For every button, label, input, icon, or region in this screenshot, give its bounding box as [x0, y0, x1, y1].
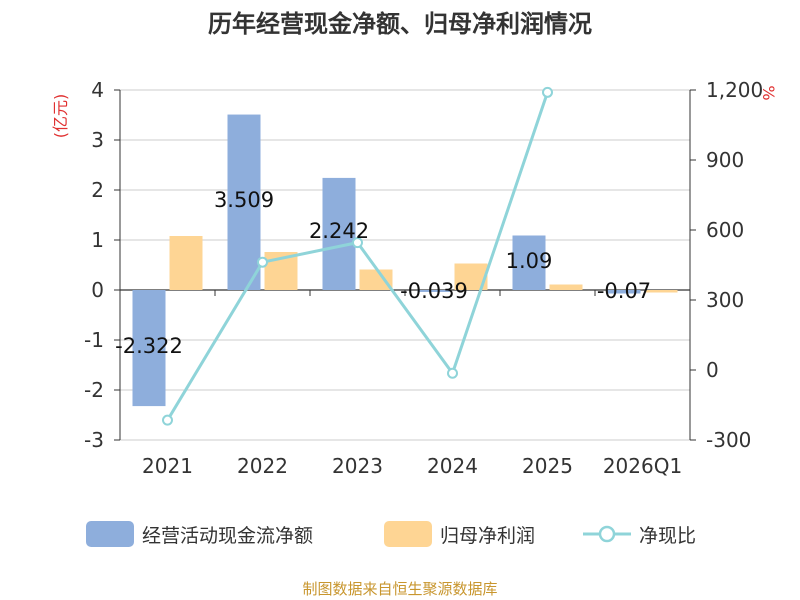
- ocf-data-label: -2.322: [115, 334, 183, 358]
- profit-bar: [549, 284, 583, 290]
- legend-swatch-profit: [384, 521, 432, 547]
- right-tick-label: 300: [706, 288, 744, 312]
- left-tick-label: 2: [91, 178, 104, 202]
- x-tick-label: 2022: [237, 454, 288, 478]
- legend-item-profit[interactable]: 归母净利润: [384, 518, 535, 550]
- x-tick-label: 2025: [522, 454, 573, 478]
- legend-label-ratio: 净现比: [639, 524, 697, 547]
- ocf-bar: [417, 290, 451, 292]
- legend-ratio-marker: [598, 525, 616, 543]
- right-tick-label: 900: [706, 148, 744, 172]
- ocf-bar: [132, 290, 166, 407]
- axes: -3 -2 -1 0 1 2 3 4 -300 0 300 600 900 1,200 2021 2022 20…: [51, 78, 778, 478]
- profit-bar: [169, 236, 203, 290]
- bar-series: [132, 114, 678, 407]
- ratio-point: [352, 237, 363, 249]
- ocf-data-label: -0.07: [597, 279, 651, 303]
- left-tick-label: -1: [84, 328, 104, 352]
- ocf-bar: [512, 235, 546, 290]
- right-tick-label: -300: [706, 428, 751, 452]
- ocf-data-label: 3.509: [214, 188, 274, 212]
- chart-title: 历年经营现金净额、归母净利润情况: [208, 10, 592, 38]
- x-tick-label: 2023: [332, 454, 383, 478]
- ratio-line: [166, 91, 549, 421]
- right-tick-label: 1,200: [706, 78, 763, 102]
- ocf-data-label: 2.242: [309, 219, 369, 243]
- data-source-note: 制图数据来自恒生聚源数据库: [302, 580, 498, 598]
- legend-item-ratio[interactable]: 净现比: [583, 518, 696, 550]
- profit-bar: [359, 269, 393, 290]
- legend-item-ocf[interactable]: 经营活动现金流净额: [86, 518, 313, 550]
- legend-label-profit: 归母净利润: [440, 524, 536, 547]
- ratio-point: [257, 256, 268, 268]
- left-tick-label: 0: [91, 278, 104, 302]
- right-tick-label: 0: [706, 358, 719, 382]
- left-tick-label: -3: [84, 428, 104, 452]
- left-tick-label: 1: [91, 228, 104, 252]
- x-tick-label: 2026Q1: [603, 454, 682, 478]
- ocf-bar: [227, 114, 261, 290]
- right-tick-label: 600: [706, 218, 744, 242]
- legend-label-ocf: 经营活动现金流净额: [142, 524, 314, 547]
- x-tick-label: 2024: [427, 454, 478, 478]
- right-axis-unit: %: [759, 85, 778, 100]
- ratio-point: [447, 367, 458, 379]
- ocf-data-label: 1.09: [506, 249, 553, 273]
- left-tick-label: 4: [91, 78, 104, 102]
- left-axis-unit: (亿元): [51, 94, 70, 139]
- data-labels: -2.322 3.509 2.242 -0.039 1.09 -0.07: [115, 188, 651, 358]
- left-tick-label: 3: [91, 128, 104, 152]
- left-tick-label: -2: [84, 378, 104, 402]
- line-series: [162, 86, 553, 426]
- ratio-point: [542, 86, 553, 98]
- grid-lines: [120, 89, 690, 441]
- x-tick-label: 2021: [142, 454, 193, 478]
- ocf-bar: [607, 290, 641, 294]
- ocf-data-label: -0.039: [400, 279, 468, 303]
- ratio-point: [162, 414, 173, 426]
- legend-swatch-ocf: [86, 521, 134, 547]
- legend-swatch-ratio: [583, 525, 631, 543]
- ocf-bar: [322, 177, 356, 290]
- profit-bar: [644, 290, 678, 293]
